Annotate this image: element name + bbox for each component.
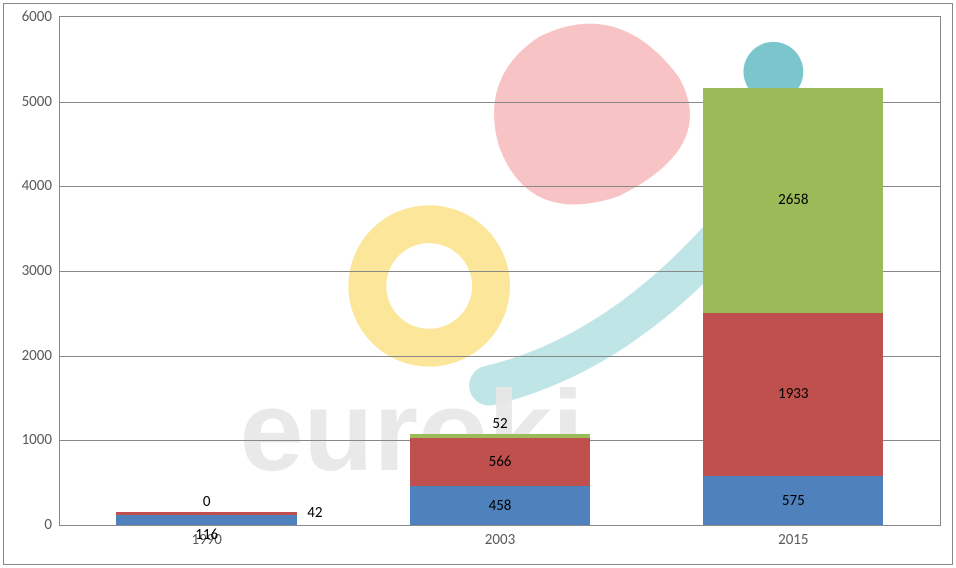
x-tick-label: 2015 (778, 531, 808, 549)
data-label: 575 (782, 492, 805, 510)
watermark-yellow-ring (367, 224, 491, 348)
bar-segment (116, 515, 296, 525)
y-tick-label: 5000 (22, 93, 52, 111)
y-tick-label: 6000 (22, 8, 52, 26)
y-tick-label: 1000 (22, 431, 52, 449)
x-tick-label: 2003 (485, 531, 515, 549)
data-label: 566 (489, 453, 512, 471)
y-tick-label: 2000 (22, 347, 52, 365)
y-tick-label: 4000 (22, 177, 52, 195)
data-label: 2658 (778, 191, 808, 209)
data-label: 116 (195, 526, 218, 544)
bar-segment (116, 512, 296, 516)
plot-area: euroki 010002000300040005000600019902003… (59, 16, 941, 526)
watermark-pink-shape (494, 24, 690, 205)
chart-outer-border: euroki 010002000300040005000600019902003… (3, 3, 953, 565)
data-label: 458 (489, 497, 512, 515)
y-tick-label: 3000 (22, 262, 52, 280)
y-tick-label: 0 (44, 516, 52, 534)
data-label: 52 (492, 415, 507, 433)
data-label: 42 (307, 504, 322, 522)
data-label: 1933 (778, 385, 808, 403)
data-label: 0 (203, 493, 211, 511)
bar-segment (410, 434, 590, 438)
